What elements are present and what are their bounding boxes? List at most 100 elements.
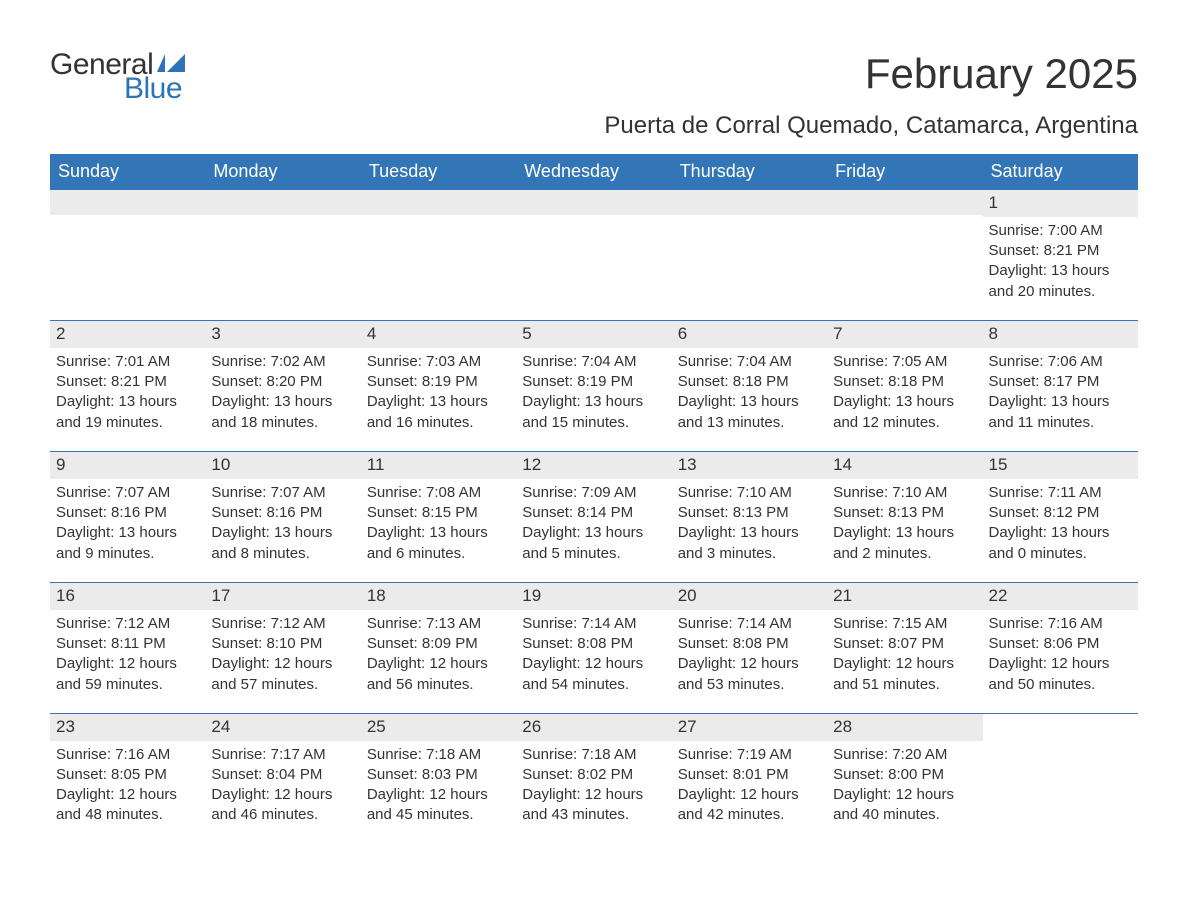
calendar-cell: 13Sunrise: 7:10 AMSunset: 8:13 PMDayligh…: [672, 452, 827, 582]
calendar-cell: 2Sunrise: 7:01 AMSunset: 8:21 PMDaylight…: [50, 321, 205, 451]
calendar-cell: 28Sunrise: 7:20 AMSunset: 8:00 PMDayligh…: [827, 714, 982, 844]
day-sunrise: Sunrise: 7:10 AM: [678, 483, 821, 503]
day-sunset: Sunset: 8:15 PM: [367, 503, 510, 523]
day-daylight2: and 5 minutes.: [522, 544, 665, 564]
day-sunset: Sunset: 8:19 PM: [522, 372, 665, 392]
calendar-cell: [50, 190, 205, 320]
day-sunrise: Sunrise: 7:07 AM: [211, 483, 354, 503]
day-sunset: Sunset: 8:16 PM: [56, 503, 199, 523]
day-details: Sunrise: 7:16 AMSunset: 8:05 PMDaylight:…: [50, 741, 205, 844]
day-details: Sunrise: 7:14 AMSunset: 8:08 PMDaylight:…: [516, 610, 671, 713]
calendar-cell: 15Sunrise: 7:11 AMSunset: 8:12 PMDayligh…: [983, 452, 1138, 582]
day-sunset: Sunset: 8:06 PM: [989, 634, 1132, 654]
day-daylight2: and 16 minutes.: [367, 413, 510, 433]
day-number: 5: [516, 321, 671, 348]
day-daylight2: and 48 minutes.: [56, 805, 199, 825]
calendar-cell: 19Sunrise: 7:14 AMSunset: 8:08 PMDayligh…: [516, 583, 671, 713]
day-sunrise: Sunrise: 7:17 AM: [211, 745, 354, 765]
calendar-cell: 26Sunrise: 7:18 AMSunset: 8:02 PMDayligh…: [516, 714, 671, 844]
calendar-cell: 17Sunrise: 7:12 AMSunset: 8:10 PMDayligh…: [205, 583, 360, 713]
day-sunrise: Sunrise: 7:10 AM: [833, 483, 976, 503]
day-daylight1: Daylight: 12 hours: [833, 785, 976, 805]
day-details: Sunrise: 7:08 AMSunset: 8:15 PMDaylight:…: [361, 479, 516, 582]
day-number: 25: [361, 714, 516, 741]
day-sunset: Sunset: 8:14 PM: [522, 503, 665, 523]
day-daylight1: Daylight: 13 hours: [211, 523, 354, 543]
day-daylight2: and 2 minutes.: [833, 544, 976, 564]
day-sunrise: Sunrise: 7:00 AM: [989, 221, 1132, 241]
day-daylight2: and 18 minutes.: [211, 413, 354, 433]
day-daylight2: and 11 minutes.: [989, 413, 1132, 433]
day-sunrise: Sunrise: 7:02 AM: [211, 352, 354, 372]
calendar: SundayMondayTuesdayWednesdayThursdayFrid…: [50, 154, 1138, 844]
calendar-cell: 6Sunrise: 7:04 AMSunset: 8:18 PMDaylight…: [672, 321, 827, 451]
day-number: 15: [983, 452, 1138, 479]
day-details: Sunrise: 7:01 AMSunset: 8:21 PMDaylight:…: [50, 348, 205, 451]
day-number: 1: [983, 190, 1138, 217]
day-daylight2: and 56 minutes.: [367, 675, 510, 695]
logo: General Blue: [50, 50, 185, 104]
day-daylight1: Daylight: 12 hours: [56, 785, 199, 805]
day-details: Sunrise: 7:15 AMSunset: 8:07 PMDaylight:…: [827, 610, 982, 713]
calendar-header-cell: Sunday: [50, 154, 205, 190]
day-sunset: Sunset: 8:13 PM: [833, 503, 976, 523]
day-sunset: Sunset: 8:02 PM: [522, 765, 665, 785]
day-daylight2: and 3 minutes.: [678, 544, 821, 564]
day-daylight2: and 6 minutes.: [367, 544, 510, 564]
calendar-cell: 24Sunrise: 7:17 AMSunset: 8:04 PMDayligh…: [205, 714, 360, 844]
day-sunrise: Sunrise: 7:11 AM: [989, 483, 1132, 503]
day-sunset: Sunset: 8:00 PM: [833, 765, 976, 785]
day-sunset: Sunset: 8:08 PM: [678, 634, 821, 654]
day-number: 13: [672, 452, 827, 479]
day-sunset: Sunset: 8:16 PM: [211, 503, 354, 523]
day-sunset: Sunset: 8:21 PM: [56, 372, 199, 392]
day-number: 16: [50, 583, 205, 610]
day-sunset: Sunset: 8:08 PM: [522, 634, 665, 654]
day-daylight2: and 8 minutes.: [211, 544, 354, 564]
day-details: Sunrise: 7:07 AMSunset: 8:16 PMDaylight:…: [50, 479, 205, 582]
day-daylight2: and 42 minutes.: [678, 805, 821, 825]
day-sunset: Sunset: 8:18 PM: [678, 372, 821, 392]
day-details: Sunrise: 7:10 AMSunset: 8:13 PMDaylight:…: [672, 479, 827, 582]
day-number: 11: [361, 452, 516, 479]
day-sunset: Sunset: 8:05 PM: [56, 765, 199, 785]
day-details: Sunrise: 7:06 AMSunset: 8:17 PMDaylight:…: [983, 348, 1138, 451]
day-daylight2: and 54 minutes.: [522, 675, 665, 695]
day-sunrise: Sunrise: 7:04 AM: [678, 352, 821, 372]
calendar-cell: 7Sunrise: 7:05 AMSunset: 8:18 PMDaylight…: [827, 321, 982, 451]
day-daylight1: Daylight: 13 hours: [522, 392, 665, 412]
day-details: Sunrise: 7:17 AMSunset: 8:04 PMDaylight:…: [205, 741, 360, 844]
day-details: Sunrise: 7:16 AMSunset: 8:06 PMDaylight:…: [983, 610, 1138, 713]
day-daylight1: Daylight: 13 hours: [367, 523, 510, 543]
calendar-cell: [672, 190, 827, 320]
day-daylight1: Daylight: 12 hours: [678, 785, 821, 805]
day-sunset: Sunset: 8:07 PM: [833, 634, 976, 654]
calendar-cell: 21Sunrise: 7:15 AMSunset: 8:07 PMDayligh…: [827, 583, 982, 713]
calendar-cell: 4Sunrise: 7:03 AMSunset: 8:19 PMDaylight…: [361, 321, 516, 451]
day-number: 23: [50, 714, 205, 741]
day-daylight2: and 51 minutes.: [833, 675, 976, 695]
calendar-cell: 18Sunrise: 7:13 AMSunset: 8:09 PMDayligh…: [361, 583, 516, 713]
day-sunset: Sunset: 8:17 PM: [989, 372, 1132, 392]
day-details: Sunrise: 7:12 AMSunset: 8:11 PMDaylight:…: [50, 610, 205, 713]
calendar-cell: [983, 714, 1138, 844]
day-daylight2: and 9 minutes.: [56, 544, 199, 564]
day-daylight1: Daylight: 13 hours: [522, 523, 665, 543]
day-number: 4: [361, 321, 516, 348]
day-daylight2: and 13 minutes.: [678, 413, 821, 433]
day-number: 21: [827, 583, 982, 610]
calendar-cell: 11Sunrise: 7:08 AMSunset: 8:15 PMDayligh…: [361, 452, 516, 582]
day-number: 18: [361, 583, 516, 610]
day-sunset: Sunset: 8:19 PM: [367, 372, 510, 392]
day-number: 20: [672, 583, 827, 610]
calendar-cell: 22Sunrise: 7:16 AMSunset: 8:06 PMDayligh…: [983, 583, 1138, 713]
calendar-cell: 10Sunrise: 7:07 AMSunset: 8:16 PMDayligh…: [205, 452, 360, 582]
day-daylight1: Daylight: 13 hours: [211, 392, 354, 412]
calendar-header-row: SundayMondayTuesdayWednesdayThursdayFrid…: [50, 154, 1138, 190]
calendar-header-cell: Tuesday: [361, 154, 516, 190]
day-number: 28: [827, 714, 982, 741]
day-daylight1: Daylight: 13 hours: [989, 392, 1132, 412]
day-daylight2: and 46 minutes.: [211, 805, 354, 825]
day-number: 14: [827, 452, 982, 479]
day-number: 26: [516, 714, 671, 741]
